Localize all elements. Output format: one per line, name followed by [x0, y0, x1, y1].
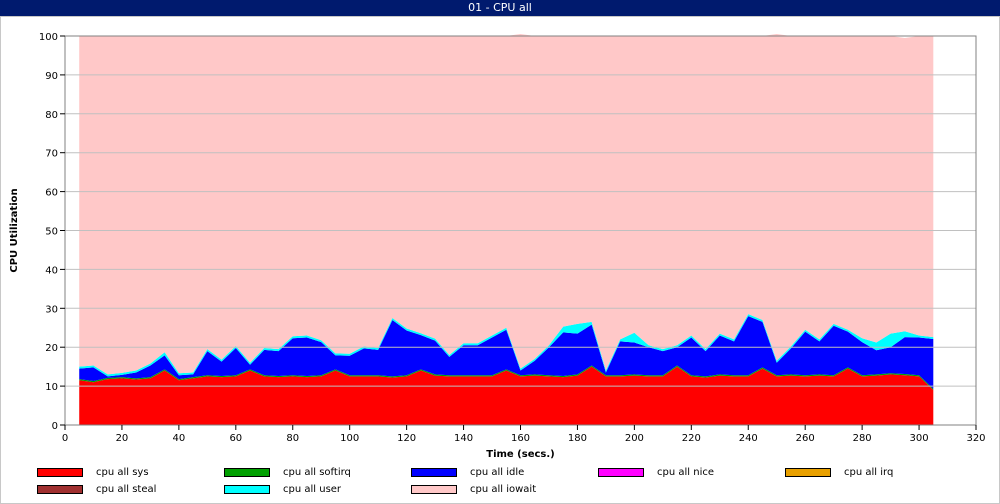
legend-label: cpu all nice — [657, 467, 714, 478]
x-tick-label: 120 — [397, 433, 416, 444]
x-tick-label: 320 — [966, 433, 985, 444]
legend-swatch — [598, 468, 644, 477]
x-tick-label: 160 — [511, 433, 530, 444]
legend-label: cpu all sys — [96, 467, 149, 478]
legend-label: cpu all user — [283, 484, 342, 495]
x-tick-label: 0 — [62, 433, 68, 444]
y-tick-label: 60 — [45, 188, 58, 199]
x-tick-label: 260 — [796, 433, 815, 444]
x-tick-label: 300 — [910, 433, 929, 444]
chart-legend: cpu all sys cpu all softirq cpu all idle cp… — [0, 463, 1000, 503]
x-tick-label: 40 — [173, 433, 186, 444]
area-series-7 — [79, 34, 934, 375]
chart-frame: 0 10 20 30 40 50 60 70 80 90 100 0 20 40 60 80 100 120 140… — [0, 16, 1000, 504]
x-tick-label: 60 — [229, 433, 242, 444]
chart-title: 01 - CPU all — [468, 1, 532, 14]
x-tick-label: 140 — [454, 433, 473, 444]
y-tick-label: 40 — [45, 265, 58, 276]
y-tick-label: 100 — [39, 32, 58, 43]
x-tick-label: 280 — [853, 433, 872, 444]
legend-swatch — [785, 468, 831, 477]
x-tick-label: 20 — [116, 433, 129, 444]
legend-swatch — [411, 468, 457, 477]
area-series-0 — [79, 366, 934, 425]
y-tick-label: 90 — [45, 71, 58, 82]
y-tick-label: 20 — [45, 343, 58, 354]
cpu-utilization-chart: 0 10 20 30 40 50 60 70 80 90 100 0 20 40 60 80 100 120 140… — [9, 32, 986, 460]
y-tick-label: 30 — [45, 304, 58, 315]
legend-label: cpu all steal — [96, 484, 157, 495]
y-tick-label: 80 — [45, 110, 58, 121]
y-tick-label: 10 — [45, 382, 58, 393]
y-tick-label: 70 — [45, 149, 58, 160]
y-tick-label: 0 — [52, 421, 58, 432]
legend-label: cpu all idle — [470, 467, 525, 478]
legend-swatch — [37, 468, 83, 477]
legend-label: cpu all iowait — [470, 484, 537, 495]
y-tick-label: 50 — [45, 227, 58, 238]
y-axis-title: CPU Utilization — [9, 188, 20, 272]
x-tick-label: 240 — [739, 433, 758, 444]
legend-swatch — [224, 468, 270, 477]
x-tick-label: 220 — [682, 433, 701, 444]
x-tick-label: 100 — [340, 433, 359, 444]
area-series-2 — [79, 316, 934, 389]
x-tick-label: 80 — [286, 433, 299, 444]
legend-swatch — [411, 485, 457, 494]
area-series-1 — [79, 365, 934, 390]
legend-swatch — [37, 485, 83, 494]
x-tick-label: 180 — [568, 433, 587, 444]
legend-label: cpu all irq — [844, 467, 894, 478]
x-tick-label: 200 — [625, 433, 644, 444]
legend-swatch — [224, 485, 270, 494]
legend-label: cpu all softirq — [283, 467, 351, 478]
x-axis-title: Time (secs.) — [486, 449, 555, 460]
chart-title-bar: 01 - CPU all — [0, 0, 1000, 16]
